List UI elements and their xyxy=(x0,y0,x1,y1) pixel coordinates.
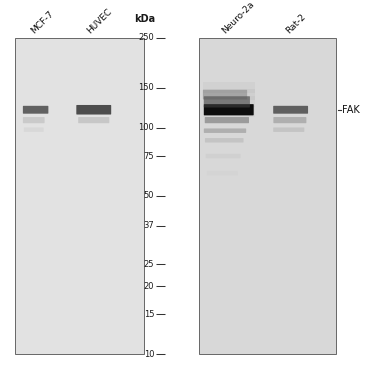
Text: 10: 10 xyxy=(144,350,154,359)
FancyBboxPatch shape xyxy=(204,129,246,133)
FancyBboxPatch shape xyxy=(203,90,247,99)
Text: HUVEC: HUVEC xyxy=(86,7,114,36)
FancyBboxPatch shape xyxy=(204,96,250,108)
FancyBboxPatch shape xyxy=(204,104,254,116)
FancyBboxPatch shape xyxy=(23,106,48,114)
Text: 50: 50 xyxy=(144,191,154,200)
Text: Rat-2: Rat-2 xyxy=(284,12,308,36)
Text: 150: 150 xyxy=(138,83,154,92)
Bar xyxy=(202,106,255,117)
Text: 15: 15 xyxy=(144,310,154,319)
Text: MCF-7: MCF-7 xyxy=(29,9,56,36)
Bar xyxy=(202,82,255,93)
Bar xyxy=(202,89,255,100)
FancyBboxPatch shape xyxy=(207,171,238,176)
FancyBboxPatch shape xyxy=(205,138,244,142)
Text: 25: 25 xyxy=(144,260,154,268)
Text: 37: 37 xyxy=(143,221,154,230)
FancyBboxPatch shape xyxy=(205,117,249,123)
Text: Neuro-2a: Neuro-2a xyxy=(220,0,256,36)
Text: 75: 75 xyxy=(144,152,154,160)
Text: FAK: FAK xyxy=(342,105,360,115)
FancyBboxPatch shape xyxy=(206,154,240,158)
Bar xyxy=(202,96,255,108)
FancyBboxPatch shape xyxy=(273,106,308,114)
Text: kDa: kDa xyxy=(134,14,155,24)
Text: 250: 250 xyxy=(138,33,154,42)
FancyBboxPatch shape xyxy=(23,117,45,123)
Bar xyxy=(15,38,144,354)
Text: 20: 20 xyxy=(144,282,154,291)
FancyBboxPatch shape xyxy=(78,117,110,123)
FancyBboxPatch shape xyxy=(273,117,306,123)
FancyBboxPatch shape xyxy=(273,128,304,132)
FancyBboxPatch shape xyxy=(24,128,44,132)
Text: 100: 100 xyxy=(138,123,154,132)
FancyBboxPatch shape xyxy=(76,105,111,114)
Bar xyxy=(199,38,336,354)
